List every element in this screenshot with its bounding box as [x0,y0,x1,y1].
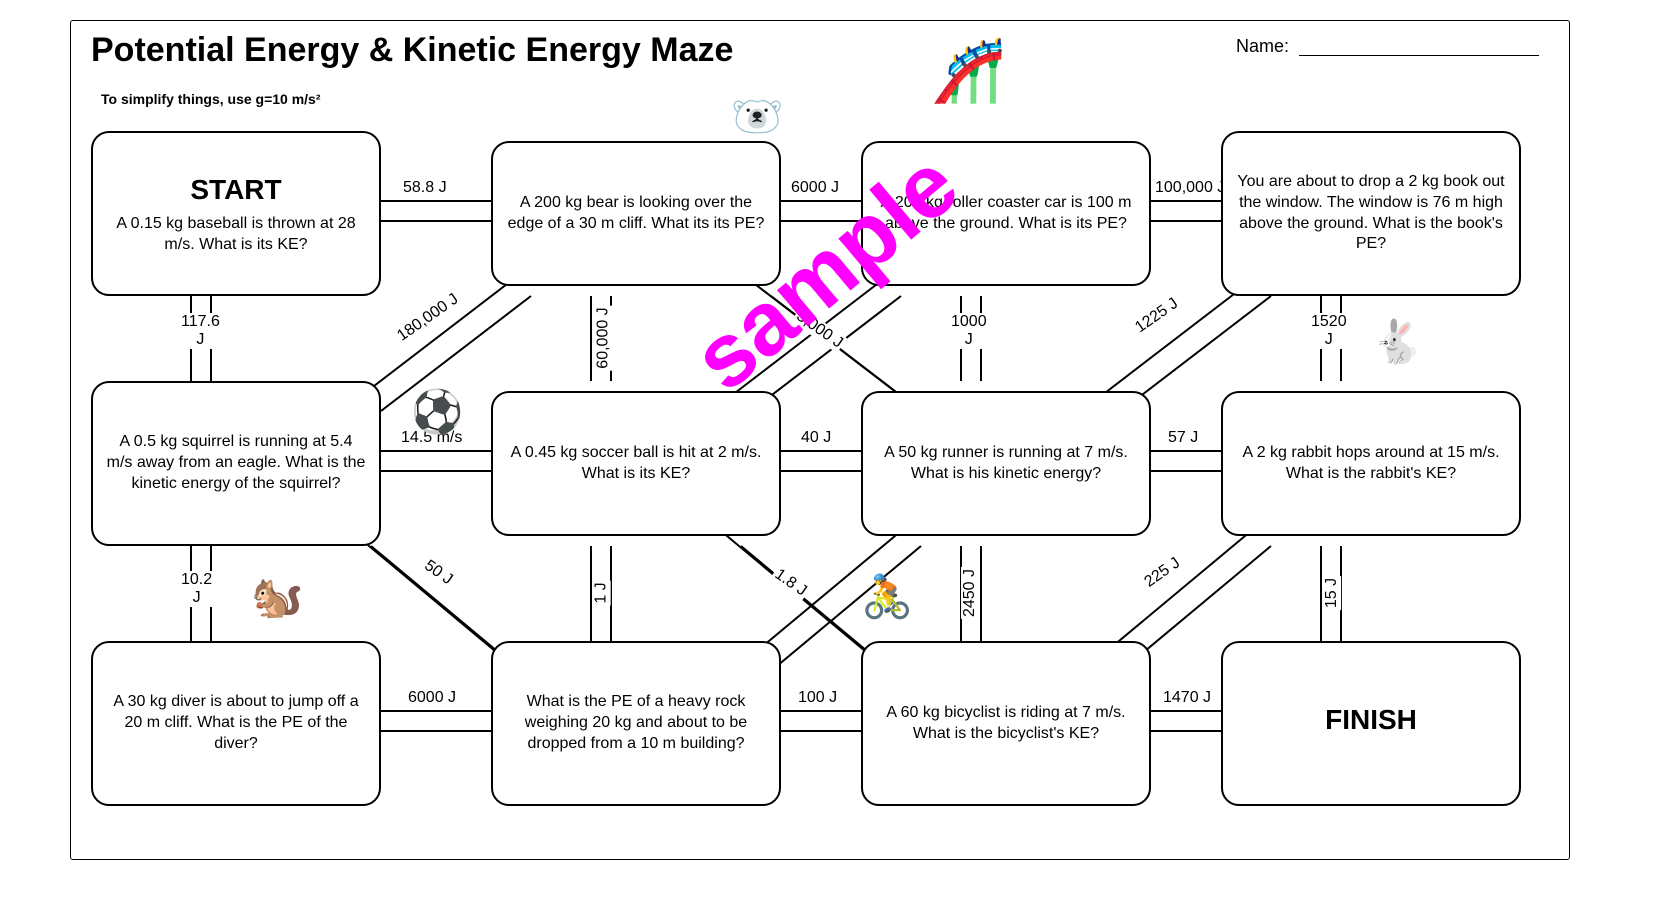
maze-node-finish: FINISH [1221,641,1521,806]
edge-label: 1000 J [949,313,989,349]
node-text: A 30 kg diver is about to jump off a 20 … [105,692,367,754]
node-text: You are about to drop a 2 kg book out th… [1235,172,1507,255]
maze-node: A 50 kg runner is running at 7 m/s. What… [861,391,1151,536]
edge-label: 50 J [419,556,457,590]
maze-node: A 200 kg bear is looking over the edge o… [491,141,781,286]
name-field-label: Name: [1236,36,1289,57]
maze-node: A 0.45 kg soccer ball is hit at 2 m/s. W… [491,391,781,536]
edge-label: 1470 J [1161,689,1213,707]
maze-node-start: START A 0.15 kg baseball is thrown at 28… [91,131,381,296]
maze-node: What is the PE of a heavy rock weighing … [491,641,781,806]
node-heading: FINISH [1325,702,1417,738]
edge-label: 1.8 J [769,565,811,602]
maze-node: A 30 kg diver is about to jump off a 20 … [91,641,381,806]
edge-label: 57 J [1166,429,1200,447]
node-text: A 50 kg runner is running at 7 m/s. What… [875,443,1137,485]
edge-label: 180,000 J [393,289,464,346]
edge-label: 3,000 J [791,306,848,353]
name-field-line[interactable] [1299,55,1539,56]
gravity-note: To simplify things, use g=10 m/s² [101,91,321,107]
node-text: A 200 kg bear is looking over the edge o… [505,193,767,235]
edge-label: 58.8 J [401,179,449,197]
edge-label: 1520 J [1309,313,1349,349]
soccer-ball-icon: ⚽ [411,391,463,433]
page-title: Potential Energy & Kinetic Energy Maze [91,31,733,70]
node-text: What is the PE of a heavy rock weighing … [505,692,767,754]
edge-label: 15 J [1323,576,1341,610]
edge-label: 1225 J [1131,294,1184,339]
maze-node: A 60 kg bicyclist is riding at 7 m/s. Wh… [861,641,1151,806]
rabbit-icon: 🐇 [1371,321,1423,363]
node-text: A 2 kg rabbit hops around at 15 m/s. Wha… [1235,443,1507,485]
maze-node: A 0.5 kg squirrel is running at 5.4 m/s … [91,381,381,546]
node-text: A 60 kg bicyclist is riding at 7 m/s. Wh… [875,703,1137,745]
node-text: A 0.15 kg baseball is thrown at 28 m/s. … [105,214,367,256]
edge-label: 117.6 J [179,313,222,349]
maze-node: A 200 kg roller coaster car is 100 m abo… [861,141,1151,286]
edge-label: 1 J [593,580,611,605]
maze-node: You are about to drop a 2 kg book out th… [1221,131,1521,296]
edge-label: 10.2 J [179,571,214,607]
edge-label: 100 J [796,689,839,707]
edge-label: 40 J [799,429,833,447]
edge-label: 60,000 J [595,305,613,370]
edge-label: 2450 J [961,567,979,619]
edge-label: 6000 J [789,179,841,197]
node-text: A 0.45 kg soccer ball is hit at 2 m/s. W… [505,443,767,485]
edge-label: 225 J [1140,553,1186,592]
worksheet-frame: Potential Energy & Kinetic Energy Maze N… [70,20,1570,860]
edge-label: 100,000 J [1153,179,1227,197]
node-text: A 200 kg roller coaster car is 100 m abo… [875,193,1137,235]
bicyclist-icon: 🚴 [861,576,913,618]
squirrel-icon: 🐿️ [251,576,303,618]
node-text: A 0.5 kg squirrel is running at 5.4 m/s … [105,432,367,494]
edge-label: 6000 J [406,689,458,707]
rollercoaster-icon: 🎢 [931,41,1006,101]
maze-node: A 2 kg rabbit hops around at 15 m/s. Wha… [1221,391,1521,536]
bear-icon: 🐻‍❄️ [731,96,783,138]
node-heading: START [190,172,281,208]
